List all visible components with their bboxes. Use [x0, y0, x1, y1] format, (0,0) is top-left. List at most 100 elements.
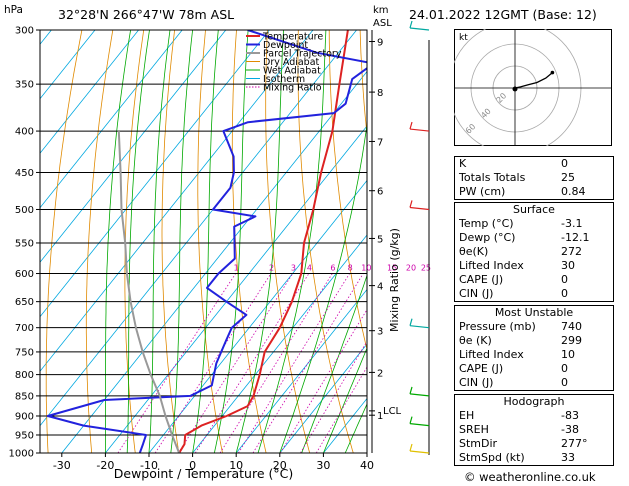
- wind-barb: [409, 450, 430, 454]
- wind-barb-flag: [409, 386, 413, 395]
- height-tick-label: 4: [377, 282, 383, 293]
- dry-adiabat-line: [85, 30, 114, 453]
- most-unstable-label: Lifted Index: [459, 348, 524, 361]
- mixing-ratio-label: 10: [361, 264, 371, 273]
- height-unit-label: km ASL: [373, 4, 392, 30]
- hodograph-trace: [514, 72, 553, 89]
- hodograph-end-marker: [550, 70, 555, 75]
- index-label: K: [459, 157, 467, 170]
- temperature-tick-label: 20: [273, 459, 287, 472]
- isotherm-line: [40, 30, 357, 427]
- most-unstable-value: 740: [561, 320, 582, 333]
- indices-rows: K 0 Totals Totals 25 PW (cm) 0.84: [455, 157, 613, 199]
- mixing-ratio-line: [315, 366, 367, 453]
- pressure-tick-label: 850: [15, 391, 34, 402]
- chart-series: [46, 30, 367, 453]
- pressure-tick-label: 500: [15, 205, 34, 216]
- hodograph-title: Hodograph: [503, 395, 565, 408]
- pressure-tick-label: 700: [15, 323, 34, 334]
- mixing-ratio-line: [154, 273, 272, 453]
- most-unstable-title: Most Unstable: [494, 306, 574, 319]
- legend-label: Parcel Trajectory: [263, 49, 342, 60]
- wind-barb-flag: [409, 416, 413, 424]
- surface-value: -3.1: [561, 217, 583, 230]
- pressure-tick-label: 650: [15, 297, 34, 308]
- station-coordinates: 32°28'N 266°47'W 78m ASL: [58, 7, 235, 22]
- isotherm-line: [105, 125, 367, 453]
- isotherm-line: [148, 179, 367, 453]
- hodograph-value: -38: [561, 423, 579, 436]
- surface-value: -12.1: [561, 231, 590, 244]
- index-value: 25: [561, 171, 575, 184]
- most-unstable-value: 10: [561, 348, 575, 361]
- pressure-tick-label: 550: [15, 238, 34, 249]
- wind-barb: [409, 128, 430, 132]
- chart-axes: 1 2 3 4 6 8 10 15 20 2530035040045050055060065070…: [9, 26, 431, 482]
- index-label: Totals Totals: [459, 171, 526, 184]
- x-axis-label: Dewpoint / Temperature (°C): [114, 466, 293, 481]
- legend-label: Mixing Ratio: [263, 83, 322, 94]
- dry-adiabat-line: [422, 30, 450, 453]
- height-tick-label: 6: [377, 187, 383, 198]
- most-unstable-row: Pressure (mb) 740: [455, 320, 613, 334]
- isotherm-line: [40, 30, 227, 263]
- mixing-ratio-line: [117, 273, 237, 453]
- most-unstable-value: 0: [561, 376, 568, 389]
- wet-adiabat-line: [126, 30, 150, 453]
- surface-label: CAPE (J): [459, 273, 504, 286]
- most-unstable-value: 299: [561, 334, 582, 347]
- wind-barb-flag: [409, 443, 413, 452]
- most-unstable-row: CAPE (J) 0: [455, 362, 613, 376]
- temperature-tick-label: 0: [189, 459, 196, 472]
- isotherm-line: [0, 30, 8, 453]
- surface-row: CIN (J) 0: [455, 287, 613, 301]
- surface-label: Temp (°C): [459, 217, 514, 230]
- wind-barbs: [409, 20, 430, 455]
- pressure-tick-label: 450: [15, 168, 34, 179]
- pressure-tick-label: 300: [15, 26, 34, 37]
- wind-barb-flag: [409, 318, 413, 326]
- temperature-tick-label: -30: [53, 459, 71, 472]
- mixing-ratio-line: [238, 273, 350, 453]
- hodograph-rows: EH -83 SREH -38 StmDir 277° StmSpd (kt) 33: [455, 409, 613, 465]
- index-value: 0.84: [561, 185, 586, 198]
- wind-barb-flag: [409, 200, 413, 208]
- most-unstable-row: θe (K) 299: [455, 334, 613, 348]
- pressure-tick-label: 900: [15, 411, 34, 422]
- most-unstable-value: 0: [561, 362, 568, 375]
- mixing-ratio-line: [252, 273, 364, 453]
- height-tick-label: 8: [377, 88, 383, 99]
- mixing-ratio-line: [177, 273, 294, 453]
- series-parcel-trajectory: [117, 131, 181, 453]
- index-label: PW (cm): [459, 185, 506, 198]
- most-unstable-rows: Pressure (mb) 740 θe (K) 299 Lifted Index 10 C…: [455, 320, 613, 390]
- hodograph-label: EH: [459, 409, 475, 422]
- surface-rows: Temp (°C) -3.1 Dewp (°C) -12.1 θe(K) 272 Lifte…: [455, 217, 613, 301]
- wind-barb-flag: [409, 20, 413, 29]
- most-unstable-row: Lifted Index 10: [455, 348, 613, 362]
- wet-adiabat-line: [323, 347, 367, 453]
- surface-title: Surface: [513, 203, 555, 216]
- isotherm-line: [279, 343, 367, 453]
- mixing-ratio-axis-label: Mixing Ratio (g/kg): [388, 228, 401, 332]
- hodograph-table: Hodograph EH -83 SREH -38 StmDir 277° StmSpd (…: [454, 394, 614, 466]
- temperature-tick-label: 30: [316, 459, 330, 472]
- temperature-tick-label: -20: [96, 459, 114, 472]
- hodograph-value: 33: [561, 451, 575, 464]
- hodograph-value: 277°: [561, 437, 588, 450]
- isotherm-line: [323, 397, 367, 453]
- isotherm-line: [235, 288, 367, 453]
- wind-barb: [409, 393, 430, 397]
- dry-adiabat-line: [45, 30, 83, 453]
- mixing-ratio-label: 15: [387, 264, 397, 273]
- most-unstable-label: θe (K): [459, 334, 492, 347]
- copyright-notice: © weatheronline.co.uk: [464, 470, 596, 484]
- surface-value: 0: [561, 273, 568, 286]
- mixing-ratio-label: 6: [330, 264, 335, 273]
- mixing-ratio-label: 2: [269, 264, 274, 273]
- surface-label: Lifted Index: [459, 259, 524, 272]
- isotherm-line: [40, 30, 139, 154]
- surface-row: CAPE (J) 0: [455, 273, 613, 287]
- hodograph-row: EH -83: [455, 409, 613, 423]
